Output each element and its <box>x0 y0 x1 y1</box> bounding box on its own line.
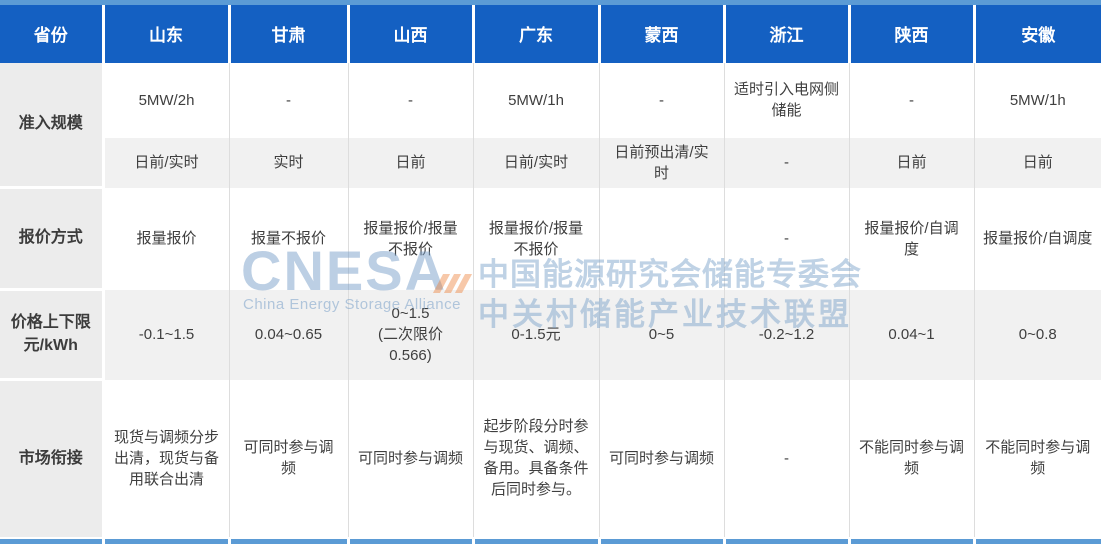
table-cell: 实时 <box>228 137 348 188</box>
table-cell: 不能同时参与调频 <box>848 379 974 538</box>
table-cell: 现货与调频分步出清，现货与备用联合出清 <box>103 379 229 538</box>
row-label-bidding-method: 报价方式 <box>0 187 105 291</box>
table-cell <box>598 187 724 290</box>
table-cell: 日前预出清/实时 <box>598 137 724 188</box>
row-label-market-linkage: 市场衔接 <box>0 379 105 538</box>
table-cell: - <box>723 379 849 538</box>
table-cell: - <box>347 62 473 138</box>
col-header-anhui: 安徽 <box>972 0 1101 63</box>
table-cell: 0.04~1 <box>848 289 974 380</box>
table-cell: 日前/实时 <box>472 137 599 188</box>
table-cell: 可同时参与调频 <box>228 379 348 538</box>
footer-bar-segment <box>101 536 229 544</box>
table-cell: 0.04~0.65 <box>228 289 348 380</box>
table-cell: 5MW/1h <box>472 62 599 138</box>
col-header-shaanxi: 陕西 <box>847 0 974 63</box>
footer-bar-segment <box>471 536 599 544</box>
table-cell: 适时引入电网侧储能 <box>723 62 849 138</box>
footer-bar-segment <box>227 536 348 544</box>
table-row: 准入规模 5MW/2h - - 5MW/1h - 适时引入电网侧储能 - 5MW… <box>0 62 1101 189</box>
table-cell: 起步阶段分时参与现货、调频、备用。具备条件后同时参与。 <box>472 379 599 538</box>
table-cell: 日前 <box>347 137 473 188</box>
col-header-mengxi: 蒙西 <box>597 0 724 63</box>
footer-bar-segment <box>722 536 849 544</box>
table-cell: 不能同时参与调频 <box>973 379 1101 538</box>
table-cell: - <box>848 62 974 138</box>
table-cell: 可同时参与调频 <box>598 379 724 538</box>
table-cell: 0~0.8 <box>973 289 1101 380</box>
row-label-access-scale: 准入规模 <box>0 62 105 189</box>
table-cell: 日前/实时 <box>103 137 229 188</box>
footer-bar-segment <box>972 536 1101 544</box>
col-header-shanxi: 山西 <box>346 0 473 63</box>
table-cell: 0~1.5 (二次限价 0.566) <box>347 289 473 380</box>
footer-bar-segment <box>0 536 103 544</box>
table-cell: -0.1~1.5 <box>103 289 229 380</box>
table-cell: 0-1.5元 <box>472 289 599 380</box>
table-cell: 5MW/1h <box>973 62 1101 138</box>
table-cell: 报量报价 <box>103 187 229 290</box>
table-cell: 报量报价/报量不报价 <box>472 187 599 290</box>
table-cell: - <box>228 62 348 138</box>
table-cell: - <box>723 187 849 290</box>
table-row: 报价方式 报量报价 报量不报价 报量报价/报量不报价 报量报价/报量不报价 - … <box>0 187 1101 291</box>
table-row: 日前/实时 实时 日前 日前/实时 日前预出清/实时 - 日前 日前 <box>0 137 1101 188</box>
col-header-zhejiang: 浙江 <box>722 0 849 63</box>
table-cell: -0.2~1.2 <box>723 289 849 380</box>
table-row: 价格上下限 元/kWh -0.1~1.5 0.04~0.65 0~1.5 (二次… <box>0 289 1101 381</box>
table-cell: 报量报价/报量不报价 <box>347 187 473 290</box>
table-row: 市场衔接 现货与调频分步出清，现货与备用联合出清 可同时参与调频 可同时参与调频… <box>0 379 1101 538</box>
table-cell: 0~5 <box>598 289 724 380</box>
table-cell: 日前 <box>973 137 1101 188</box>
table-cell: - <box>723 137 849 188</box>
table-cell: 日前 <box>848 137 974 188</box>
col-header-shandong: 山东 <box>101 0 229 63</box>
table-cell: 报量报价/自调度 <box>973 187 1101 290</box>
footer-bar-segment <box>847 536 974 544</box>
col-header-gansu: 甘肃 <box>227 0 348 63</box>
footer-accent-bar <box>0 536 1101 544</box>
table-cell: 报量不报价 <box>228 187 348 290</box>
table-cell: 报量报价/自调度 <box>848 187 974 290</box>
table-cell: 5MW/2h <box>103 62 229 138</box>
footer-bar-segment <box>597 536 724 544</box>
col-header-guangdong: 广东 <box>471 0 599 63</box>
header-row: 省份 山东 甘肃 山西 广东 蒙西 浙江 陕西 安徽 <box>0 0 1101 63</box>
footer-bar-segment <box>346 536 473 544</box>
row-label-price-limits: 价格上下限 元/kWh <box>0 289 105 381</box>
col-header-province: 省份 <box>0 0 103 63</box>
table-cell: - <box>598 62 724 138</box>
table-cell: 可同时参与调频 <box>347 379 473 538</box>
